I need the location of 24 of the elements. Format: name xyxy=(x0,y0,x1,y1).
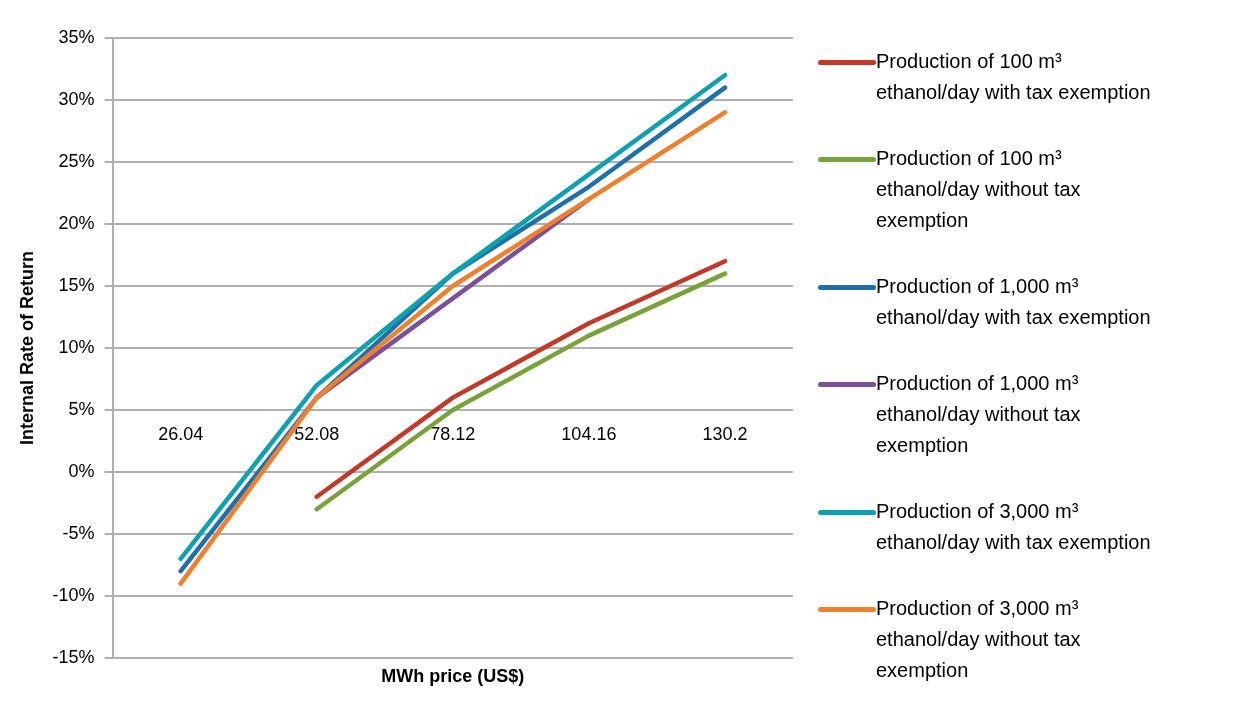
y-tick-label: 30% xyxy=(58,88,95,109)
y-tick-label: 35% xyxy=(58,26,95,47)
x-tick-label: 52.08 xyxy=(294,423,340,444)
legend-label: Production of 100 m³ ethanol/day with tax exemption xyxy=(876,48,1152,105)
x-axis-title: MWh price (US$) xyxy=(381,665,525,686)
y-tick-label: 0% xyxy=(68,460,95,481)
y-tick-label: 5% xyxy=(68,398,95,419)
y-tick-label: -10% xyxy=(52,584,95,605)
y-tick-label: 15% xyxy=(58,274,95,295)
legend-label: Production of 100 m³ ethanol/day without tax exemption xyxy=(876,145,1082,233)
legend-label: Production of 3,000 m³ ethanol/day with tax exemption xyxy=(876,498,1152,555)
legend-label: Production of 3,000 m³ ethanol/day without tax exemption xyxy=(876,595,1082,683)
y-tick-label: -15% xyxy=(52,646,95,667)
y-tick-label: 25% xyxy=(58,150,95,171)
y-tick-label: -5% xyxy=(62,522,95,543)
legend-label: Production of 1,000 m³ ethanol/day without tax exemption xyxy=(876,370,1082,458)
x-tick-label: 130.2 xyxy=(702,423,748,444)
y-tick-label: 20% xyxy=(58,212,95,233)
x-tick-label: 78.12 xyxy=(430,423,476,444)
legend-label: Production of 1,000 m³ ethanol/day with tax exemption xyxy=(876,273,1152,330)
y-axis-title: Internal Rate of Return xyxy=(16,250,37,446)
y-tick-label: 10% xyxy=(58,336,95,357)
x-tick-label: 104.16 xyxy=(561,423,617,444)
x-tick-label: 26.04 xyxy=(158,423,204,444)
